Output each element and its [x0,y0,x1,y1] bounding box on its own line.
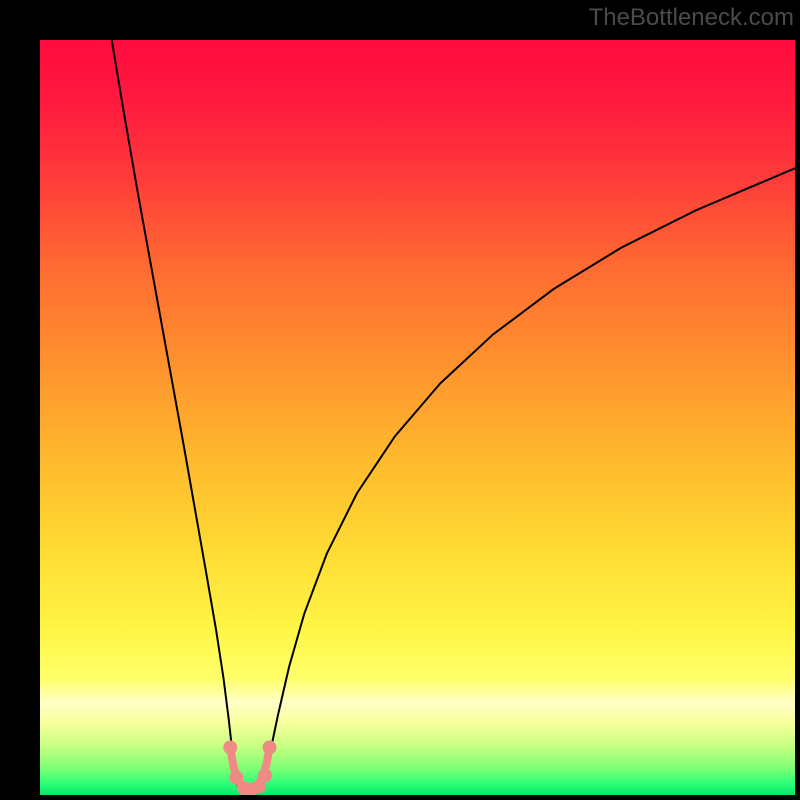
chart-stage: TheBottleneck.com [0,0,800,800]
watermark-text: TheBottleneck.com [589,4,794,32]
plot-frame [40,40,795,795]
